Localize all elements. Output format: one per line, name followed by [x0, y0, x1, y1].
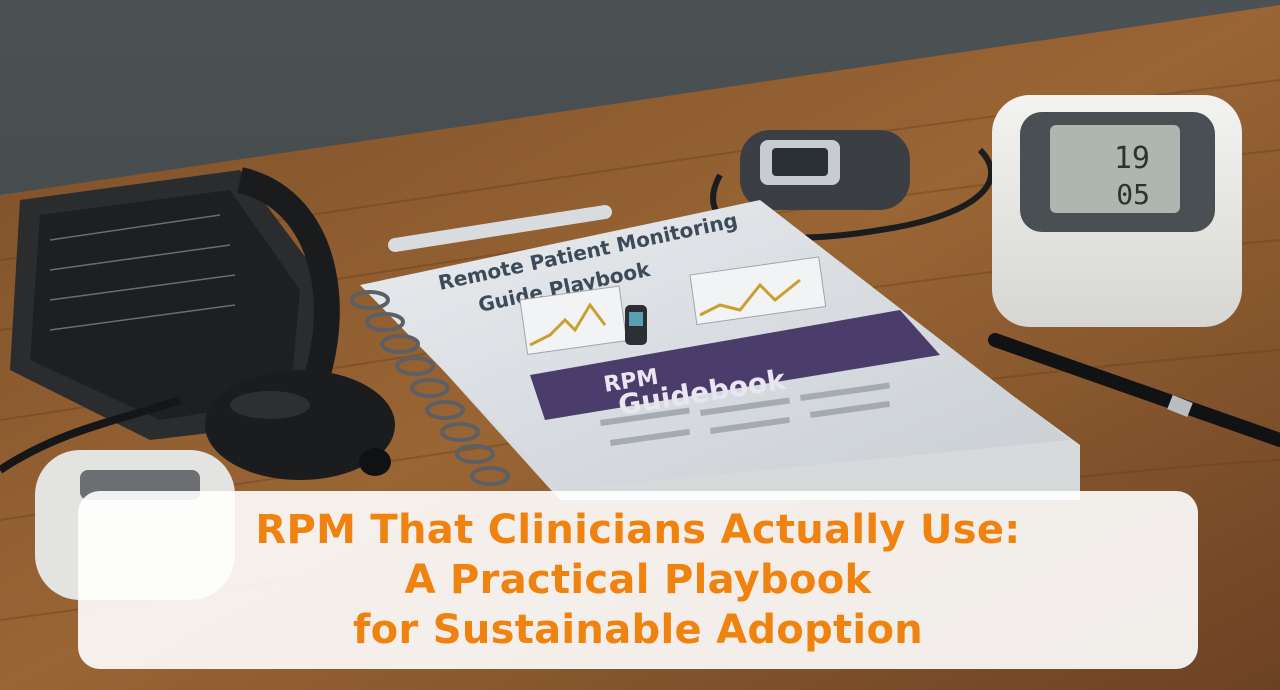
blood-pressure-cuff [0, 167, 340, 474]
book-charts [519, 256, 827, 356]
inflation-bulb [205, 370, 395, 480]
pen-top [388, 205, 612, 252]
title-line-3: for Sustainable Adoption [352, 607, 923, 653]
playbook-guidebook: Remote Patient Monitoring Guide Playbook… [350, 200, 1080, 500]
title-line-2: A Practical Playbook [404, 557, 872, 603]
monitor-reading-top: 19 [1114, 141, 1150, 176]
digital-bp-monitor: 19 05 [992, 95, 1242, 327]
black-pen [988, 333, 1280, 447]
monitor-reading-bottom: 05 [1116, 178, 1150, 211]
title-overlay: RPM That Clinicians Actually Use: A Prac… [78, 491, 1198, 669]
title-line-1: RPM That Clinicians Actually Use: [255, 507, 1021, 553]
